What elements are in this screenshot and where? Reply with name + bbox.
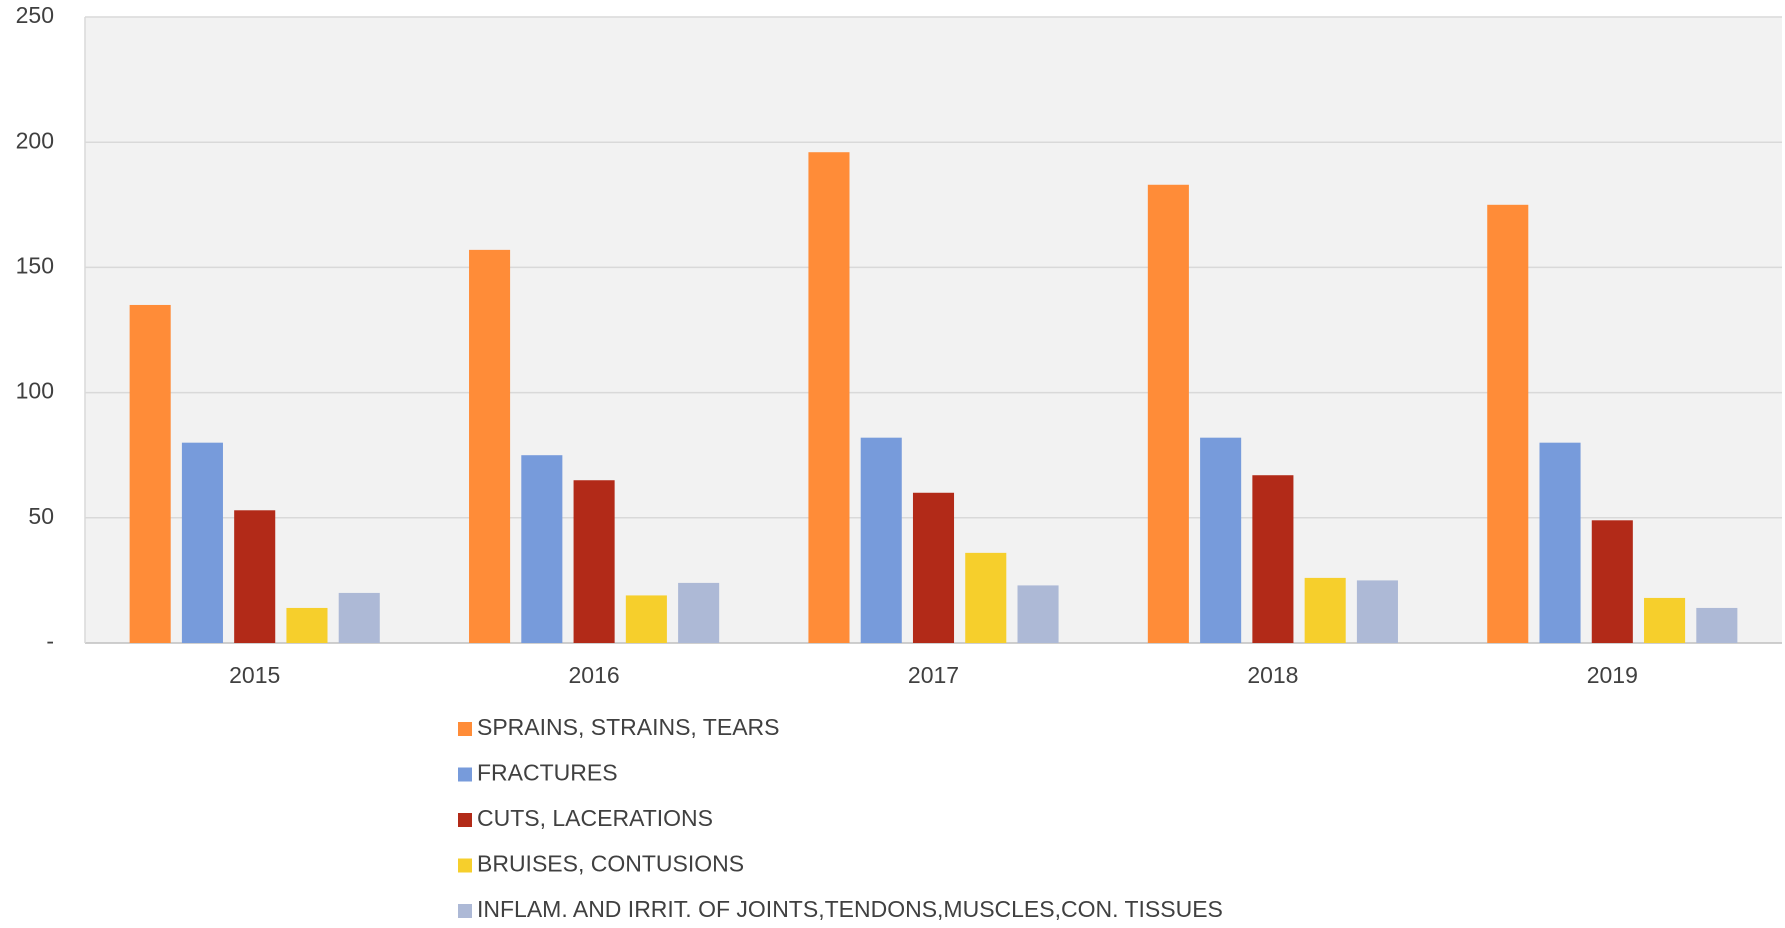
x-tick-label: 2016 xyxy=(569,662,620,688)
bar xyxy=(181,442,223,643)
bar xyxy=(1304,577,1346,643)
x-tick-label: 2017 xyxy=(908,662,959,688)
legend-swatch xyxy=(458,722,472,736)
bar xyxy=(573,480,615,643)
bar xyxy=(965,552,1007,643)
bar xyxy=(1591,520,1633,643)
bar xyxy=(1017,585,1059,643)
legend-swatch xyxy=(458,813,472,827)
y-tick-label: 250 xyxy=(16,2,54,28)
legend-swatch xyxy=(458,904,472,918)
legend-label: BRUISES, CONTUSIONS xyxy=(477,851,744,877)
x-tick-label: 2019 xyxy=(1587,662,1638,688)
bar xyxy=(469,249,511,643)
bar xyxy=(521,455,563,643)
x-tick-label: 2018 xyxy=(1247,662,1298,688)
bar xyxy=(678,582,720,643)
bar xyxy=(1200,437,1242,643)
bar xyxy=(1356,580,1398,643)
y-tick-label: 100 xyxy=(16,378,54,404)
legend-swatch xyxy=(458,767,472,782)
x-tick-label: 2015 xyxy=(229,662,280,688)
bar xyxy=(912,492,955,643)
legend-swatch xyxy=(458,858,472,873)
bar xyxy=(1696,607,1738,643)
bar xyxy=(1147,184,1189,643)
bar xyxy=(1252,475,1294,643)
bar xyxy=(625,595,667,643)
bar xyxy=(1487,204,1529,644)
bar xyxy=(234,510,276,643)
y-tick-label: - xyxy=(46,628,54,654)
legend-label: FRACTURES xyxy=(477,760,618,786)
y-tick-label: 150 xyxy=(16,252,54,278)
bar xyxy=(860,437,902,643)
bar xyxy=(1644,597,1686,643)
y-tick-label: 50 xyxy=(28,503,54,529)
legend-label: CUTS, LACERATIONS xyxy=(477,805,713,831)
bar xyxy=(338,592,380,643)
legend-label: SPRAINS, STRAINS, TEARS xyxy=(477,714,779,740)
bar xyxy=(129,304,171,643)
legend-label: INFLAM. AND IRRIT. OF JOINTS,TENDONS,MUS… xyxy=(477,896,1223,922)
bar xyxy=(286,607,328,643)
y-tick-label: 200 xyxy=(16,127,54,153)
bar xyxy=(808,152,850,643)
bar xyxy=(1539,442,1581,643)
